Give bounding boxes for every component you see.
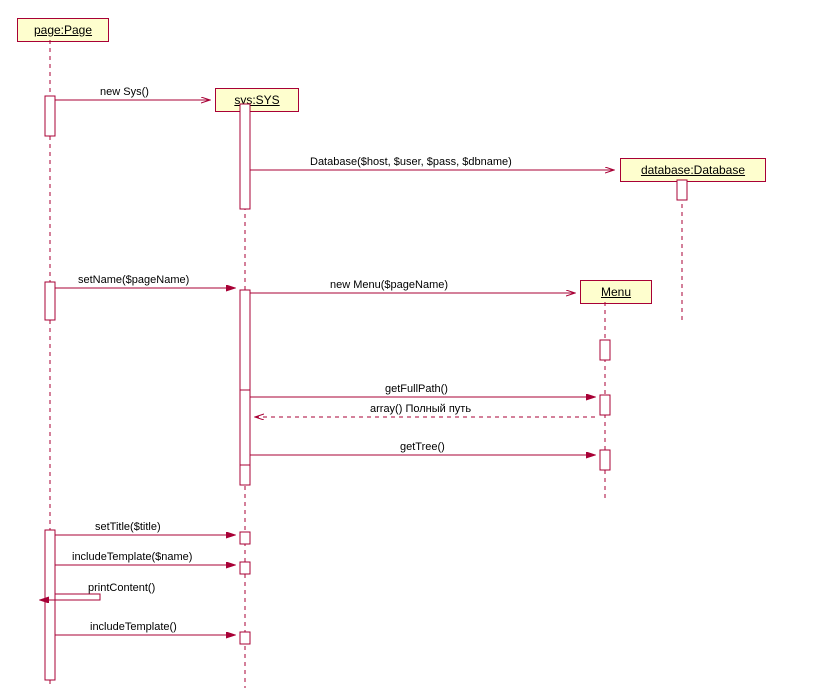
activation-menu-7: [600, 395, 610, 415]
activation-page-9: [45, 530, 55, 680]
activation-page-3: [45, 282, 55, 320]
activation-menu-5: [600, 340, 610, 360]
activation-sys-11: [240, 562, 250, 574]
activation-sys-6: [240, 390, 250, 465]
activation-page-0: [45, 96, 55, 136]
activation-sys-1: [240, 104, 250, 209]
activation-menu-8: [600, 450, 610, 470]
activation-sys-10: [240, 532, 250, 544]
activation-sys-12: [240, 632, 250, 644]
activation-database-2: [677, 180, 687, 200]
